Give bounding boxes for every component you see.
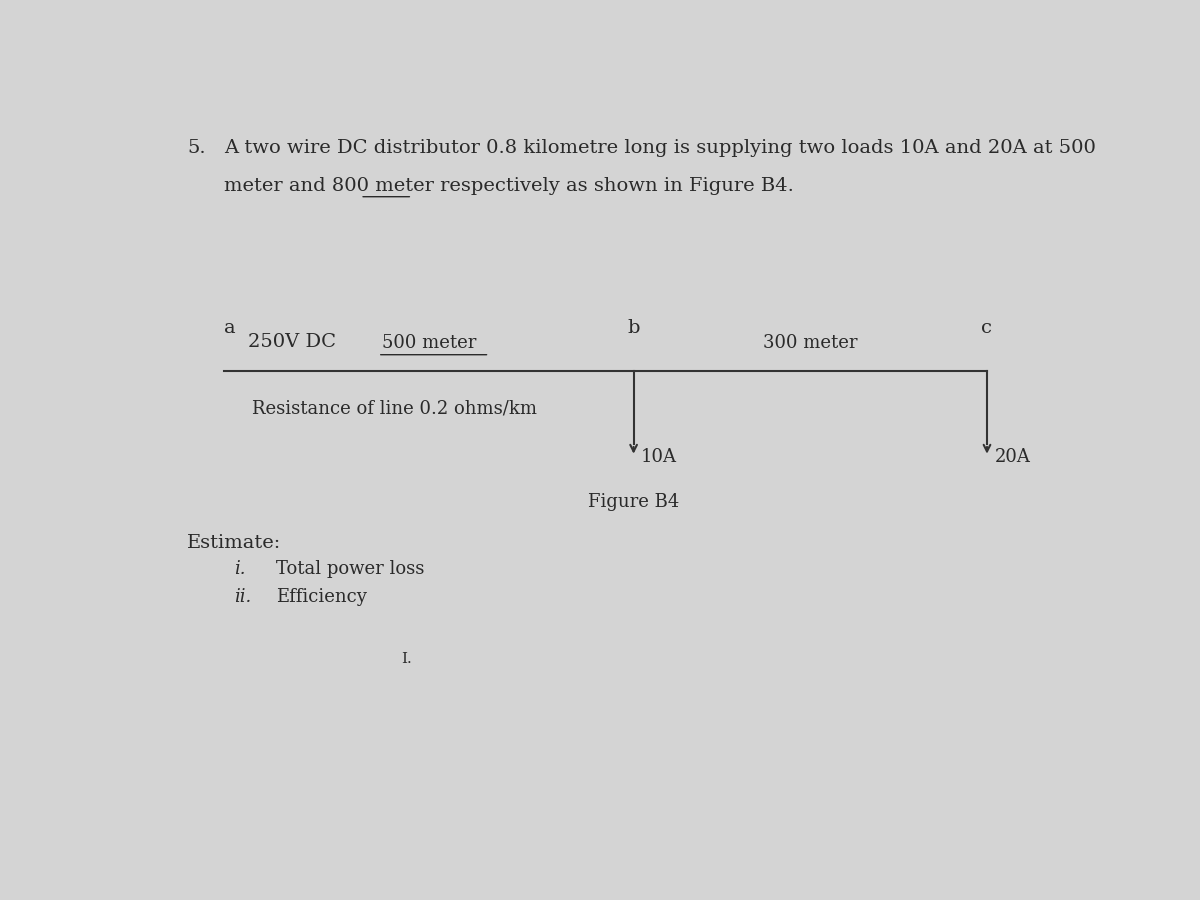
Text: 20A: 20A	[995, 447, 1031, 465]
Text: Efficiency: Efficiency	[276, 588, 366, 606]
Text: 10A: 10A	[641, 447, 677, 465]
Text: 500 meter: 500 meter	[382, 334, 476, 352]
Text: Resistance of line 0.2 ohms/km: Resistance of line 0.2 ohms/km	[252, 399, 538, 417]
Text: ii.: ii.	[234, 588, 251, 606]
Text: meter and 800 meter respectively as shown in Figure B4.: meter and 800 meter respectively as show…	[224, 177, 794, 195]
Text: 300 meter: 300 meter	[763, 334, 858, 352]
Text: Estimate:: Estimate:	[187, 535, 282, 553]
Text: I.: I.	[401, 652, 412, 666]
Text: b: b	[628, 319, 640, 337]
Text: 250V DC: 250V DC	[247, 333, 336, 351]
Text: 5.: 5.	[187, 140, 206, 158]
Text: a: a	[224, 319, 236, 337]
Text: A two wire DC distributor 0.8 kilometre long is supplying two loads 10A and 20A : A two wire DC distributor 0.8 kilometre …	[224, 140, 1097, 158]
Text: Total power loss: Total power loss	[276, 560, 424, 578]
Text: Figure B4: Figure B4	[588, 492, 679, 510]
Text: c: c	[982, 319, 992, 337]
Text: i.: i.	[234, 560, 245, 578]
